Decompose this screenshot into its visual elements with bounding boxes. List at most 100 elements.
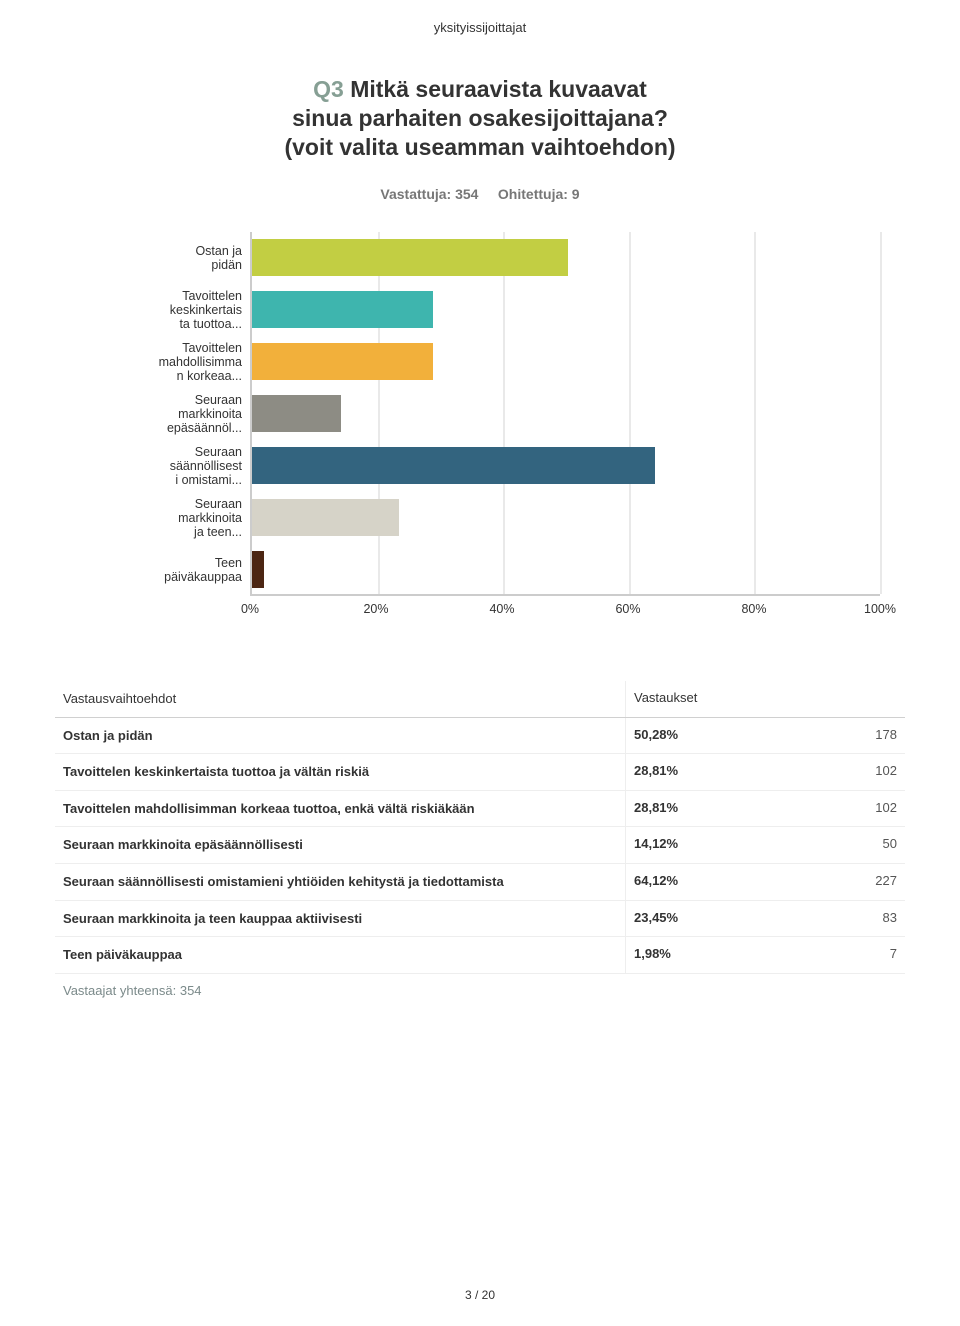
chart-x-tick: 80% <box>741 602 766 616</box>
chart-y-label-line: ta tuottoa... <box>179 317 242 331</box>
table-cell-label: Seuraan säännöllisesti omistamieni yhtiö… <box>55 864 625 900</box>
chart: Ostan japidänTavoittelenkeskinkertaista … <box>105 232 880 626</box>
chart-y-label-line: ja teen... <box>194 525 242 539</box>
chart-y-label-line: Tavoittelen <box>182 289 242 303</box>
chart-y-label: Teenpäiväkauppaa <box>105 544 250 596</box>
question-text-1: Mitkä seuraavista kuvaavat <box>344 76 647 102</box>
chart-gridline <box>754 232 756 594</box>
table-cell-percent: 28,81% <box>625 791 825 827</box>
table-row: Teen päiväkauppaa1,98%7 <box>55 937 905 974</box>
chart-y-label: Tavoittelenkeskinkertaista tuottoa... <box>105 284 250 336</box>
skipped-count: Ohitettuja: 9 <box>498 186 580 202</box>
table-cell-count: 102 <box>825 791 905 827</box>
table-cell-percent: 14,12% <box>625 827 825 863</box>
chart-y-label-line: mahdollisimma <box>159 355 242 369</box>
chart-x-axis: 0%20%40%60%80%100% <box>250 602 880 626</box>
table-footer-row: Vastaajat yhteensä: 354 <box>55 974 905 1007</box>
table-row: Tavoittelen mahdollisimman korkeaa tuott… <box>55 791 905 828</box>
document-header: yksityissijoittajat <box>50 20 910 35</box>
chart-bar-row <box>252 343 433 380</box>
chart-y-label-line: säännöllisest <box>170 459 242 473</box>
chart-bar-row <box>252 447 655 484</box>
answered-count: Vastattuja: 354 <box>380 186 478 202</box>
table-row: Ostan ja pidän50,28%178 <box>55 718 905 755</box>
chart-y-label-line: Seuraan <box>195 445 242 459</box>
chart-y-label-line: päiväkauppaa <box>164 570 242 584</box>
question-block: Q3 Mitkä seuraavista kuvaavat sinua parh… <box>50 75 910 161</box>
chart-y-label-line: epäsäännöl... <box>167 421 242 435</box>
chart-x-tick: 20% <box>363 602 388 616</box>
chart-bar <box>252 395 341 432</box>
table-cell-count: 7 <box>825 937 905 973</box>
table-row: Tavoittelen keskinkertaista tuottoa ja v… <box>55 754 905 791</box>
chart-y-labels: Ostan japidänTavoittelenkeskinkertaista … <box>105 232 250 626</box>
table-header-label: Vastausvaihtoehdot <box>55 681 625 717</box>
chart-y-label-line: Tavoittelen <box>182 341 242 355</box>
table-header-value: Vastaukset <box>625 681 905 717</box>
chart-y-label-line: markkinoita <box>178 407 242 421</box>
table-cell-count: 227 <box>825 864 905 900</box>
table-row: Seuraan markkinoita ja teen kauppaa akti… <box>55 901 905 938</box>
chart-x-tick: 40% <box>489 602 514 616</box>
chart-bar-row <box>252 551 264 588</box>
chart-y-label-line: Seuraan <box>195 393 242 407</box>
chart-gridline <box>880 232 882 594</box>
chart-bar <box>252 447 655 484</box>
question-line-1: Q3 Mitkä seuraavista kuvaavat <box>50 75 910 104</box>
chart-bar-row <box>252 499 399 536</box>
chart-bar <box>252 499 399 536</box>
table-cell-label: Tavoittelen mahdollisimman korkeaa tuott… <box>55 791 625 827</box>
response-counts: Vastattuja: 354 Ohitettuja: 9 <box>50 186 910 202</box>
table-cell-label: Ostan ja pidän <box>55 718 625 754</box>
chart-x-tick: 0% <box>241 602 259 616</box>
question-line-2: sinua parhaiten osakesijoittajana? <box>50 104 910 133</box>
chart-plot: 0%20%40%60%80%100% <box>250 232 880 626</box>
chart-y-label: Seuraansäännöllisesti omistami... <box>105 440 250 492</box>
chart-y-label: Seuraanmarkkinoitaepäsäännöl... <box>105 388 250 440</box>
table-row: Seuraan säännöllisesti omistamieni yhtiö… <box>55 864 905 901</box>
chart-bar-row <box>252 395 341 432</box>
results-table: Vastausvaihtoehdot Vastaukset Ostan ja p… <box>55 681 905 1006</box>
chart-gridline <box>503 232 505 594</box>
chart-bar <box>252 239 568 276</box>
question-prefix: Q3 <box>313 76 344 102</box>
table-cell-count: 83 <box>825 901 905 937</box>
chart-y-label-line: Seuraan <box>195 497 242 511</box>
chart-x-tick: 100% <box>864 602 896 616</box>
chart-bar <box>252 291 433 328</box>
chart-gridline <box>629 232 631 594</box>
table-cell-label: Seuraan markkinoita epäsäännöllisesti <box>55 827 625 863</box>
table-cell-percent: 28,81% <box>625 754 825 790</box>
table-header-row: Vastausvaihtoehdot Vastaukset <box>55 681 905 718</box>
chart-y-label-line: pidän <box>211 258 242 272</box>
chart-y-label-line: n korkeaa... <box>177 369 242 383</box>
chart-bar-row <box>252 291 433 328</box>
page-number: 3 / 20 <box>0 1288 960 1302</box>
table-cell-percent: 50,28% <box>625 718 825 754</box>
table-row: Seuraan markkinoita epäsäännöllisesti14,… <box>55 827 905 864</box>
chart-plot-area <box>250 232 880 596</box>
table-cell-percent: 1,98% <box>625 937 825 973</box>
table-cell-count: 178 <box>825 718 905 754</box>
table-cell-label: Tavoittelen keskinkertaista tuottoa ja v… <box>55 754 625 790</box>
table-cell-count: 102 <box>825 754 905 790</box>
table-cell-label: Seuraan markkinoita ja teen kauppaa akti… <box>55 901 625 937</box>
chart-gridline <box>378 232 380 594</box>
page: yksityissijoittajat Q3 Mitkä seuraavista… <box>0 0 960 1326</box>
chart-y-label-line: keskinkertais <box>170 303 242 317</box>
chart-y-label-line: Ostan ja <box>195 244 242 258</box>
table-cell-label: Teen päiväkauppaa <box>55 937 625 973</box>
chart-y-label-line: Teen <box>215 556 242 570</box>
chart-y-label: Tavoittelenmahdollisimman korkeaa... <box>105 336 250 388</box>
chart-y-label-line: i omistami... <box>175 473 242 487</box>
question-line-3: (voit valita useamman vaihtoehdon) <box>50 133 910 162</box>
table-cell-percent: 64,12% <box>625 864 825 900</box>
chart-y-label: Seuraanmarkkinoitaja teen... <box>105 492 250 544</box>
table-footer: Vastaajat yhteensä: 354 <box>55 974 210 1007</box>
table-cell-count: 50 <box>825 827 905 863</box>
chart-x-tick: 60% <box>615 602 640 616</box>
chart-bar-row <box>252 239 568 276</box>
chart-bar <box>252 343 433 380</box>
chart-bar <box>252 551 264 588</box>
chart-y-label: Ostan japidän <box>105 232 250 284</box>
